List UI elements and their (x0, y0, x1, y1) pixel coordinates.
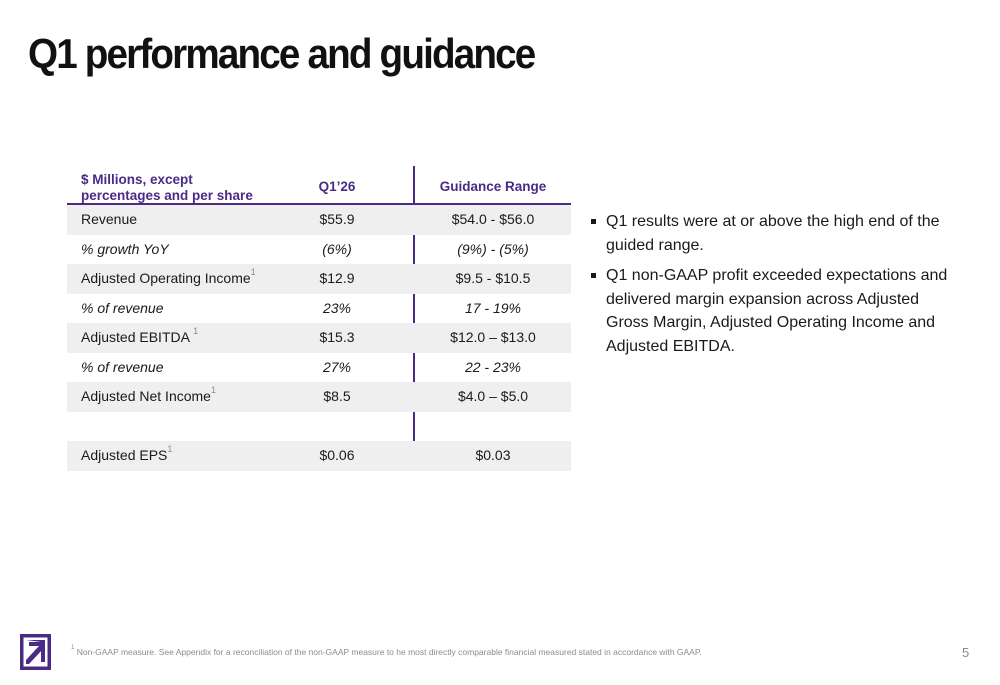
bullet-list: Q1 results were at or above the high end… (590, 210, 960, 365)
header-guidance-range: Guidance Range (439, 179, 547, 194)
row-guidance-value: $4.0 – $5.0 (457, 388, 529, 404)
footnote-marker: 1 (193, 326, 199, 336)
footnote-marker: 1 (210, 385, 216, 395)
footnote-marker: 1 (250, 267, 256, 277)
row-q1-value: $12.9 (319, 270, 355, 286)
row-label: Revenue (81, 211, 138, 227)
row-q1-value: 23% (322, 299, 352, 316)
row-q1-value: $8.5 (323, 388, 351, 404)
table-row: Adjusted EPS1 $0.06 $0.03 (67, 441, 571, 471)
table-header: $ Millions, except percentages and per s… (67, 166, 571, 219)
column-divider (413, 166, 415, 470)
footnote-marker: 1 (71, 645, 75, 651)
table-row: Adjusted EBITDA 1 $15.3 $12.0 – $13.0 (67, 323, 571, 353)
bullet-text: Q1 non-GAAP profit exceeded expectations… (606, 267, 948, 355)
square-bullet-icon (591, 219, 596, 224)
page-title: Q1 performance and guidance (28, 30, 536, 77)
footnote-marker: 1 (167, 444, 173, 454)
table-row: % of revenue 23% 17 - 19% (67, 294, 571, 324)
row-q1-value: 27% (322, 358, 352, 375)
row-guidance-value: $9.5 - $10.5 (455, 270, 531, 286)
row-guidance-value: 22 - 23% (464, 358, 522, 375)
table-row: Revenue $55.9 $54.0 - $56.0 (67, 205, 571, 235)
row-label: % of revenue (81, 299, 164, 316)
row-guidance-value: (9%) - (5%) (457, 240, 529, 257)
table-row: Adjusted Operating Income1 $12.9 $9.5 - … (67, 264, 571, 294)
row-label: Adjusted EPS1 (81, 444, 173, 463)
bullet-text: Q1 results were at or above the high end… (606, 213, 940, 254)
header-q1-26: Q1’26 (318, 179, 356, 194)
square-bullet-icon (591, 273, 596, 278)
row-guidance-value: $54.0 - $56.0 (451, 211, 535, 227)
financial-table: $ Millions, except percentages and per s… (67, 166, 571, 471)
bullet-item: Q1 non-GAAP profit exceeded expectations… (590, 264, 960, 358)
footnote: 1 Non-GAAP measure. See Appendix for a r… (71, 645, 702, 657)
row-label: Adjusted EBITDA 1 (81, 326, 199, 345)
row-guidance-value: 17 - 19% (464, 299, 522, 316)
row-q1-value: $55.9 (319, 211, 355, 227)
header-units-line1: $ Millions, except (81, 172, 193, 187)
arrow-corner-logo-icon (20, 634, 51, 670)
bullet-item: Q1 results were at or above the high end… (590, 210, 960, 257)
footnote-text: Non-GAAP measure. See Appendix for a rec… (74, 647, 702, 657)
table-row: % of revenue 27% 22 - 23% (67, 353, 571, 383)
row-q1-value: $15.3 (319, 329, 355, 345)
row-label: % of revenue (81, 358, 164, 375)
row-label: % growth YoY (81, 240, 169, 257)
row-label: Adjusted Operating Income1 (81, 267, 256, 286)
row-guidance-value: $12.0 – $13.0 (450, 329, 536, 345)
table-row-spacer (67, 412, 571, 442)
page-number: 5 (962, 645, 970, 660)
row-q1-value: (6%) (322, 240, 352, 257)
row-label: Adjusted Net Income1 (81, 385, 216, 404)
row-q1-value: $0.06 (319, 447, 355, 463)
table-row: Adjusted Net Income1 $8.5 $4.0 – $5.0 (67, 382, 571, 412)
row-guidance-value: $0.03 (475, 447, 511, 463)
table-row: % growth YoY (6%) (9%) - (5%) (67, 235, 571, 265)
